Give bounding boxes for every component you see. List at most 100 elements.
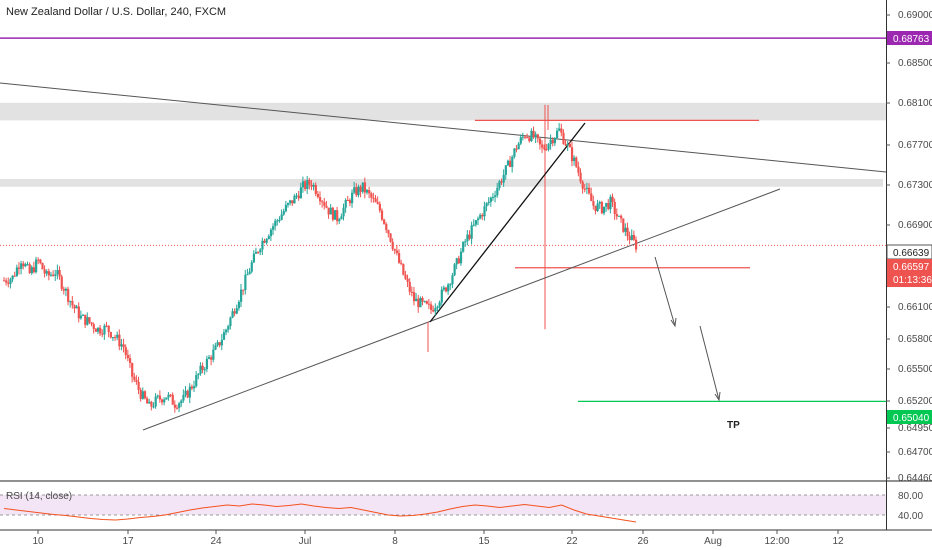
candle-body <box>383 219 386 224</box>
candle-body <box>551 139 554 144</box>
candle-body <box>393 249 396 251</box>
price-tag-last-text: 0.66639 <box>893 248 930 259</box>
candle-body <box>385 223 388 231</box>
candle-body <box>240 289 243 302</box>
candle-body <box>146 398 149 404</box>
candle-body <box>440 289 443 303</box>
candle-body <box>568 143 572 148</box>
candle-body <box>35 259 38 273</box>
candle-body <box>220 339 223 346</box>
candle-body <box>308 180 311 185</box>
candle-body <box>154 396 157 407</box>
candle-body <box>122 344 125 348</box>
candle-body <box>327 207 330 215</box>
candle-body <box>630 235 633 241</box>
price-tag-current-text: 0.66597 <box>893 262 930 273</box>
candle-body <box>496 187 499 196</box>
candle-body <box>436 306 439 309</box>
candle-body <box>564 143 567 146</box>
candle-body <box>257 251 260 253</box>
candle-body <box>165 397 168 400</box>
rsi-band <box>0 495 886 515</box>
candle-body <box>346 200 349 202</box>
candle-body <box>479 214 482 219</box>
candle-body <box>75 306 78 309</box>
candle-body <box>389 233 392 242</box>
candle-body <box>573 157 576 162</box>
candle-body <box>325 205 328 208</box>
candle-body <box>590 193 593 202</box>
candle-body <box>56 270 59 275</box>
candle-body <box>150 401 153 407</box>
candle-body <box>500 181 503 183</box>
candle-body <box>124 347 127 356</box>
x-tick-label: Jul <box>299 536 312 547</box>
rsi-label: RSI (14, close) <box>6 491 72 502</box>
candle-body <box>11 275 14 280</box>
candle-body <box>455 258 458 265</box>
candle-body <box>128 358 132 363</box>
candle-body <box>278 219 281 221</box>
candle-body <box>622 218 625 232</box>
x-tick-label: 12:00 <box>764 536 789 547</box>
candle-body <box>180 400 183 404</box>
candle-body <box>547 144 550 150</box>
y-tick-label: 0.64950 <box>898 423 932 434</box>
candle-body <box>207 357 211 359</box>
candle-body <box>342 207 345 217</box>
candle-body <box>88 317 91 323</box>
candle-body <box>333 210 337 220</box>
candle-body <box>357 186 360 196</box>
candle-body <box>363 182 367 193</box>
candle-body <box>295 195 298 197</box>
x-tick-label: 17 <box>122 536 134 547</box>
candle-body <box>244 274 247 291</box>
candle-body <box>103 325 106 335</box>
candle-body <box>462 242 465 252</box>
candle-body <box>210 357 213 360</box>
candle-body <box>577 166 580 173</box>
candle-body <box>506 160 510 166</box>
candle-body <box>562 132 565 144</box>
candle-body <box>509 160 512 168</box>
candle-body <box>30 267 33 274</box>
candle-body <box>323 202 326 206</box>
candle-body <box>237 301 241 309</box>
candle-body <box>265 238 268 243</box>
candle-body <box>423 301 426 303</box>
candle-body <box>570 147 574 162</box>
candle-body <box>613 201 616 215</box>
candle-body <box>376 202 379 204</box>
candle-body <box>301 181 305 188</box>
candle-body <box>71 301 74 306</box>
candle-body <box>581 181 584 189</box>
x-tick-label: Aug <box>704 536 722 547</box>
candle-body <box>141 391 144 399</box>
candle-body <box>43 269 46 274</box>
candle-body <box>254 251 258 254</box>
candle-body <box>105 325 108 327</box>
candle-body <box>321 201 324 203</box>
candle-body <box>20 263 23 269</box>
candle-body <box>427 303 431 305</box>
price-tag-tp-bg <box>887 410 932 424</box>
candle-body <box>359 186 362 192</box>
candle-body <box>609 196 612 210</box>
candle-body <box>451 275 454 285</box>
candle-body <box>203 369 206 371</box>
candle-body <box>214 345 217 350</box>
candle-body <box>489 197 493 202</box>
x-tick-label: 26 <box>637 536 649 547</box>
channel-trendline <box>429 122 586 323</box>
candle-body <box>126 355 130 359</box>
candle-body <box>417 298 420 308</box>
price-tag-resistance-text: 0.68763 <box>893 34 930 45</box>
candle-body <box>139 389 142 399</box>
candle-body <box>156 395 159 397</box>
candle-body <box>64 288 68 291</box>
candle-body <box>5 280 8 283</box>
candle-body <box>67 288 70 302</box>
candle-body <box>92 324 95 329</box>
candle-body <box>402 263 405 275</box>
